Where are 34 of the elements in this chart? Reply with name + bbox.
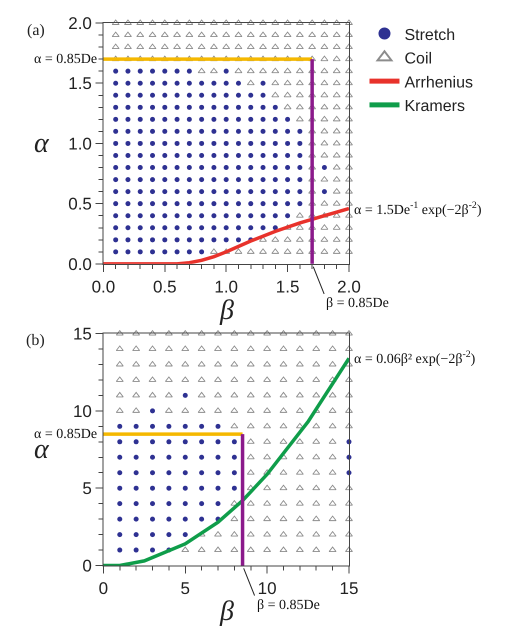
x-tick-label: 1.5: [276, 277, 300, 296]
annotation: α = 0.85De: [34, 52, 98, 67]
y-tick-label: 1.5: [68, 74, 92, 94]
x-tick-label: 5: [180, 579, 190, 598]
x-tick-label: 10: [258, 579, 277, 598]
y-tick-label: 15: [72, 324, 92, 344]
annotation: β = 0.85De: [326, 296, 389, 311]
annotation: β = 0.85De: [257, 598, 320, 613]
x-tick-label: 15: [340, 579, 358, 598]
line-series: [103, 356, 349, 566]
y-tick-label: 10: [72, 402, 92, 421]
x-tick-label: 0.5: [152, 277, 177, 296]
y-tick-label: 0: [82, 556, 92, 576]
annotation: α = 1.5De$^{-1}$ exp(−2β$^{-2}$): [354, 200, 482, 218]
legend-label: Stretch: [404, 26, 456, 44]
y-tick-label: 1.0: [68, 134, 92, 154]
legend-label: Coil: [404, 50, 432, 68]
line-series: [103, 206, 349, 264]
x-tick-label: 2.0: [337, 277, 361, 296]
chart-title: (b): [26, 332, 45, 349]
y-axis-title: α: [34, 128, 50, 159]
y-tick-label: 5: [82, 479, 92, 498]
x-axis-title: β: [219, 596, 234, 627]
annotation: α = 0.85De: [34, 427, 98, 442]
legend-label: Arrhenius: [404, 74, 473, 92]
annotation: α = 0.06β² exp(−2β$^{-2}$): [354, 349, 476, 367]
y-tick-label: 0.5: [68, 194, 92, 214]
y-tick-label: 0.0: [68, 254, 92, 274]
y-tick-label: 2.0: [68, 14, 92, 33]
x-tick-label: 1.0: [214, 277, 238, 296]
legend-label: Kramers: [404, 98, 465, 116]
x-axis-title: β: [219, 295, 234, 326]
x-tick-label: 0: [98, 579, 108, 598]
chart-title: (a): [27, 22, 45, 39]
